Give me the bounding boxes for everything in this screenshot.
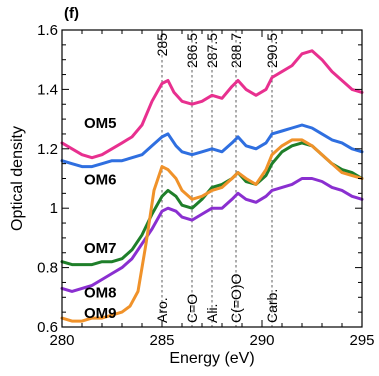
x-axis-title: Energy (eV) [169,350,254,367]
peak-assignment-label: Ali. [204,304,220,323]
x-tick-label: 285 [149,332,174,349]
y-tick-label: 1 [50,200,58,217]
label-layer: OM5 OM6 OM7 OM8 OM9 [84,115,117,322]
peak-assignment-label: C(=O)O [228,274,244,324]
series-line-om6 [60,123,364,169]
y-tick-label: 0.6 [37,319,58,336]
peak-energy-label: 290.5 [264,33,280,68]
peak-marker-layer: 285 Aro. 286.5 C=O 287.5 Ali. 288.7 C(=O)O 290.5… [154,30,280,327]
x-tick-label: 290 [249,332,274,349]
peak-assignment-label: Carb. [264,289,280,323]
series-line-om5 [60,49,364,160]
series-label-om6: OM6 [84,171,117,188]
series-label-om8: OM8 [84,284,117,301]
panel-label: (f) [64,5,79,22]
series-label-om5: OM5 [84,115,117,132]
x-tick-label: 280 [49,332,74,349]
series-layer [60,49,364,323]
series-label-om7: OM7 [84,240,117,257]
peak-assignment-label: C=O [184,294,200,323]
tick-layer: 280 285 290 295 0.6 0.8 1 1.2 1.4 1.6 [37,22,374,349]
y-tick-label: 1.6 [37,22,58,39]
y-tick-label: 1.2 [37,141,58,158]
x-tick-label: 295 [349,332,374,349]
peak-energy-label: 286.5 [184,33,200,68]
peak-energy-label: 287.5 [204,33,220,68]
y-tick-label: 0.8 [37,260,58,277]
series-line-om8 [60,177,364,293]
peak-energy-label: 285 [154,33,170,57]
series-label-om9: OM9 [84,305,117,322]
series-line-om9 [60,138,364,323]
peak-energy-label: 288.7 [228,33,244,68]
y-axis-title: Optical density [9,126,26,231]
peak-assignment-label: Aro. [154,297,170,323]
y-tick-label: 1.4 [37,81,58,98]
